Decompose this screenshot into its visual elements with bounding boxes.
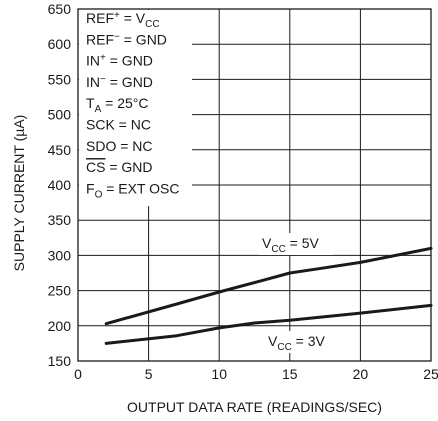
conditions-box-background	[79, 10, 192, 206]
x-axis-label: OUTPUT DATA RATE (READINGS/SEC)	[127, 399, 382, 415]
series-label: VCC = 5V	[262, 235, 320, 255]
condition-line: FO = EXT OSC	[86, 180, 180, 200]
series-label-background	[259, 233, 333, 255]
y-tick-label: 650	[48, 1, 72, 17]
series-line-vcc-5v	[104, 246, 433, 326]
y-tick-label: 500	[48, 107, 72, 123]
series-line-vcc-3v	[104, 303, 433, 345]
y-tick-label: 600	[48, 36, 72, 52]
y-tick-label: 350	[48, 212, 72, 228]
y-tick-label: 400	[48, 177, 72, 193]
tick-labels: 0 5 10 15 20 25 150 200 250 300 350 400 450 500 550 600…	[48, 1, 438, 382]
y-axis-label: SUPPLY CURRENT (µA)	[11, 115, 27, 272]
x-tick-label: 5	[145, 366, 153, 382]
y-tick-label: 450	[48, 142, 72, 158]
condition-line: IN− = GND	[86, 74, 153, 90]
condition-line: SCK = NC	[86, 117, 151, 133]
x-tick-label: 10	[211, 366, 227, 382]
y-tick-label: 150	[48, 353, 72, 369]
condition-line: SDO = NC	[86, 138, 153, 154]
condition-line: IN+ = GND	[86, 53, 153, 69]
y-tick-label: 550	[48, 71, 72, 87]
series-label: VCC = 3V	[268, 333, 326, 353]
x-tick-label: 25	[423, 366, 438, 382]
condition-line: CS = GND	[86, 159, 153, 175]
y-tick-label: 300	[48, 247, 72, 263]
plot-frame	[77, 8, 432, 362]
condition-line: REF+ = VCC	[86, 10, 160, 30]
condition-line: TA = 25°C	[86, 95, 148, 115]
x-tick-label: 20	[353, 366, 369, 382]
condition-line: REF− = GND	[86, 31, 167, 47]
data-series: VCC = 5V VCC = 3V	[104, 233, 433, 353]
y-tick-label: 200	[48, 318, 72, 334]
x-tick-label: 0	[74, 366, 82, 382]
x-tick-label: 15	[282, 366, 298, 382]
y-tick-label: 250	[48, 283, 72, 299]
series-label-background	[265, 331, 339, 353]
